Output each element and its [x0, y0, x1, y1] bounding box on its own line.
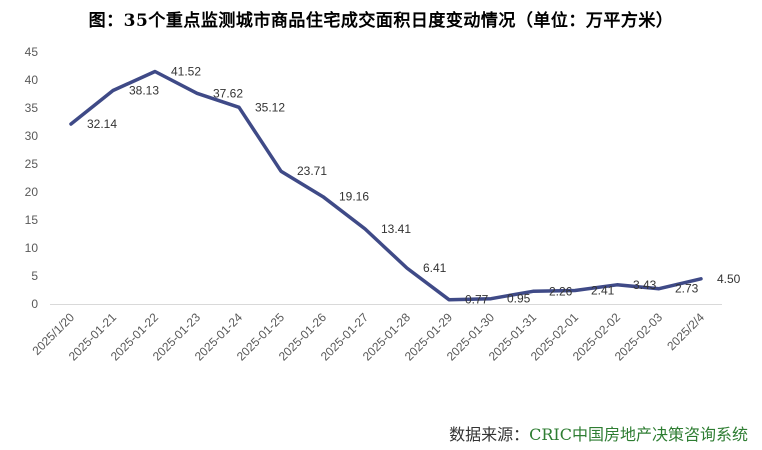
data-label: 4.50: [717, 272, 741, 286]
data-label: 3.43: [633, 278, 657, 292]
data-label: 2.73: [675, 282, 699, 296]
y-tick-label: 45: [25, 45, 39, 59]
y-tick-label: 15: [25, 213, 39, 227]
x-axis-ticks: 2025/1/202025-01-212025-01-222025-01-232…: [29, 310, 707, 364]
source-label: 数据来源：: [449, 425, 530, 444]
source-name: CRIC中国房地产决策咨询系统: [529, 425, 748, 444]
data-label: 2.41: [591, 284, 615, 298]
y-tick-label: 40: [25, 73, 39, 87]
data-label: 0.95: [507, 292, 531, 306]
y-tick-label: 5: [31, 269, 38, 283]
chart-title: 图：35个重点监测城市商品住宅成交面积日度变动情况（单位：万平方米）: [88, 11, 674, 31]
y-tick-label: 30: [25, 129, 39, 143]
source-note: 数据来源：CRIC中国房地产决策咨询系统: [449, 421, 748, 445]
data-label: 19.16: [339, 190, 369, 204]
y-tick-label: 25: [25, 157, 39, 171]
y-axis-ticks: 0 5 10 15 20 25 30 35 40 45: [25, 45, 39, 311]
data-label: 2.26: [549, 284, 573, 298]
data-label: 37.62: [213, 86, 243, 100]
x-tick-label: 2025/2/4: [664, 310, 707, 353]
data-label: 13.41: [381, 222, 411, 236]
y-tick-label: 10: [25, 241, 39, 255]
data-labels: 32.14 38.13 41.52 37.62 35.12 23.71 19.16 13.41…: [87, 64, 741, 306]
y-tick-label: 20: [25, 185, 39, 199]
data-label: 23.71: [297, 164, 327, 178]
data-label: 38.13: [129, 83, 159, 97]
data-label: 6.41: [423, 261, 447, 275]
y-tick-label: 35: [25, 101, 39, 115]
data-label: 35.12: [255, 100, 285, 114]
y-tick-label: 0: [31, 297, 38, 311]
data-label: 0.77: [465, 293, 489, 307]
series-line: [69, 69, 703, 302]
data-label: 32.14: [87, 117, 117, 131]
data-label: 41.52: [171, 64, 201, 78]
